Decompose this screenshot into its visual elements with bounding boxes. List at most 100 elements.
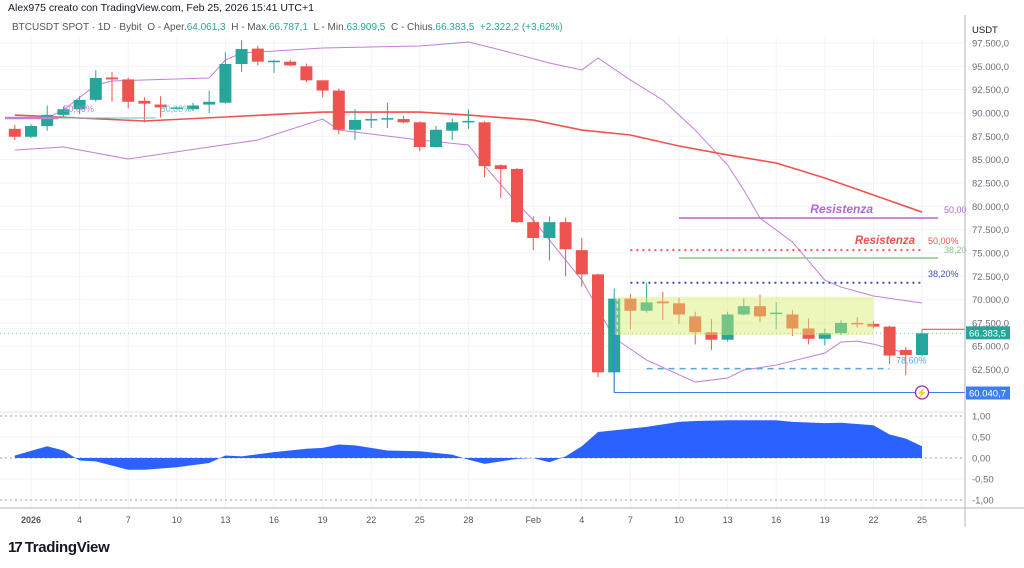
candle-body [543,222,556,238]
candle-body [494,165,507,169]
y-tick-label: 72.500,0 [972,272,1009,283]
tradingview-logo-icon: 17 [8,539,23,556]
y-tick-label: 87.500,0 [972,132,1009,143]
candle-body [154,104,167,108]
fib-dashed-level: 78,60% [896,356,927,366]
axes[interactable]: USDT 97.500,0 95.000,0 92.500,0 90.000,0 87.… [0,15,1024,527]
oscillator-area [14,420,923,470]
candle-body [138,100,151,104]
y-tick-label: 65.000,0 [972,342,1009,353]
range-box [614,296,874,336]
fib-blue-level: 38,20% [928,269,959,279]
last-price-label-bg [966,326,1010,340]
open-label: O - Aper. [147,22,187,33]
candle-body [899,349,912,355]
candle-body [284,61,297,66]
fib-green-level: 38,20 [944,245,967,255]
candle-body [511,168,523,223]
candle-body [835,322,847,334]
candle-body [705,332,718,340]
y-tick-label: 90.000,0 [972,108,1009,119]
candle-body [737,306,750,315]
close-label: C - Chius. [390,22,436,33]
candle-body [73,99,86,110]
y-tick-label: 97.500,0 [972,39,1009,50]
x-tick-label: 16 [269,515,279,525]
osc-y-tick-label: -0,50 [972,475,994,486]
candle-body [219,63,232,103]
open-value: 64.061,3 [186,22,226,33]
x-tick-label: 19 [820,515,830,525]
candle-body [721,314,734,340]
x-tick-label: 25 [415,515,425,525]
osc-y-tick-label: 1,00 [972,412,991,423]
candle-body [381,118,394,120]
candle-body [883,326,896,356]
x-tick-label: 28 [463,515,473,525]
symbol-info[interactable]: BTCUSDT SPOT · 1D · Bybit [12,22,142,33]
candle-body [754,306,766,317]
y-tick-label: 95.000,0 [972,62,1009,73]
osc-y-tick-label: 0,00 [972,454,991,465]
x-tick-label: 16 [771,515,781,525]
tradingview-logo[interactable]: 17 TradingView [8,539,110,556]
candle-body [122,79,135,102]
candle-body [25,126,37,137]
y-tick-label: 70.000,0 [972,295,1009,306]
candle-body [187,105,199,110]
candle-body [851,322,864,325]
y-tick-label: 75.000,0 [972,248,1009,259]
candle-body [656,301,669,304]
high-label: H - Max. [231,22,269,33]
currency-label: USDT [972,25,998,36]
resistance-red-label: Resistenza [855,235,916,247]
candle-body [462,120,475,123]
x-tick-label: 22 [366,515,376,525]
candle-body [446,122,459,131]
candle-body [89,77,102,100]
x-tick-label: 25 [917,515,927,525]
x-tick-label: 10 [172,515,182,525]
candle-body [640,302,653,311]
candle-body [430,129,442,148]
candle-body [332,90,345,130]
candle-body [559,222,572,250]
chart-attribution: Alex975 creato con TradingView.com, Feb … [8,2,314,14]
close-value: 66.383,5 [435,22,475,33]
candle-body [673,303,685,315]
oscillator-pane [14,420,923,470]
candle-body [106,77,118,80]
early-purple-level: 50,00% [63,104,94,114]
candle-body [251,48,264,62]
candle-body [349,119,361,130]
low-price-label-bg [966,386,1010,400]
y-tick-label: 82.500,0 [972,178,1009,189]
lightning-glyph: ⚡ [916,387,927,399]
x-tick-label: 13 [220,515,230,525]
ohlc-legend: BTCUSDT SPOT · 1D · Bybit O - Aper.64.06… [12,22,563,33]
last-price-label: 66.383,5 [969,328,1006,339]
y-tick-label: 92.500,0 [972,85,1009,96]
candle-body [786,314,799,329]
candle-body [818,333,831,339]
x-tick-label: 7 [628,515,633,525]
candle-body [57,109,70,115]
x-tick-label: 22 [868,515,878,525]
candle-body [867,323,880,327]
y-tick-label: 62.500,0 [972,365,1009,376]
candle-body [802,328,815,339]
lightning-icon [914,385,930,400]
candle-body [41,114,54,127]
y-tick-label: 67.500,0 [972,318,1009,329]
osc-y-tick-label: 0,50 [972,433,991,444]
candle-body [268,60,280,63]
resistance-purple-label: Resistenza [810,202,873,216]
resistance-purple-level: 50,00 [944,205,967,215]
candle-body [689,316,702,333]
x-tick-label: 2026 [21,515,41,525]
resistance-red-level: 50,00% [928,236,959,246]
candle-body [624,298,637,311]
moving-average-line [14,111,923,213]
